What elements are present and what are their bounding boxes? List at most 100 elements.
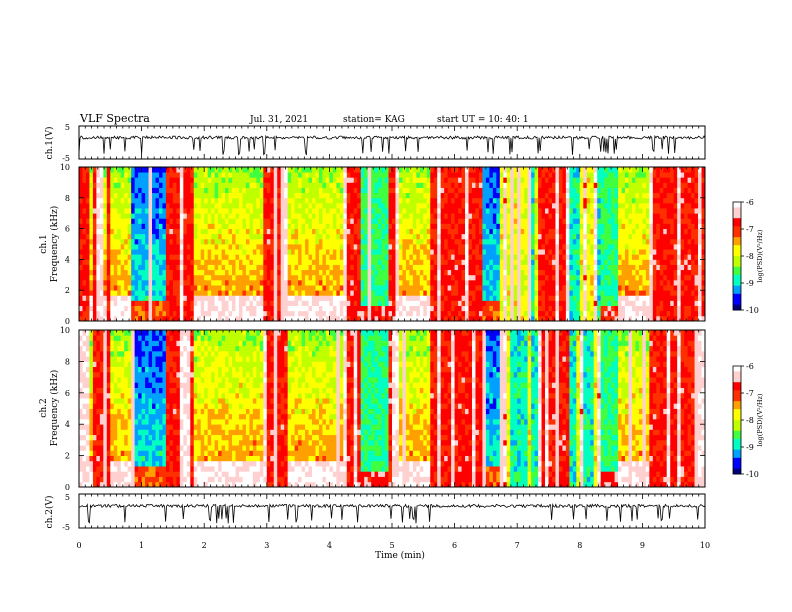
ch1-spectrogram-cell [141,218,146,224]
ch1-spectrogram-cell [266,295,271,301]
ch1-spectrogram-cell [398,228,403,235]
ch1-spectrogram-cell [586,244,591,250]
ch1-spectrogram-cell [510,233,515,240]
ch1-spectrogram-cell [489,295,494,301]
ch1-spectrogram-cell [545,167,549,173]
ch1-spectrogram-cell [138,172,142,178]
ch1-spectrogram-cell [162,197,167,204]
ch1-spectrogram-cell [252,259,257,265]
ch1-spectrogram-cell [106,249,111,255]
ch1-spectrogram-cell [611,218,615,224]
ch1-spectrogram-cell [562,223,567,229]
ch1-spectrogram-cell [412,197,417,204]
ch1-spectrogram-cell [318,244,323,250]
ch1-spectrogram-cell [308,187,313,194]
ch1-spectrogram-cell [117,187,122,194]
ch1-spectrogram-cell [127,182,132,188]
ch1-spectrogram-cell [99,233,104,240]
ch1-spectrogram-cell [301,187,306,194]
ch1-spectrogram-cell [392,269,396,276]
ch1-spectrogram-cell [517,202,522,209]
ch1-spectrogram-cell [562,274,567,281]
ch1-spectrogram-cell [190,202,195,209]
ch1-spectrogram-cell [152,213,156,219]
ch1-spectrogram-cell [520,269,525,276]
ch1-spectrogram-cell [597,310,602,317]
ch1-spectrogram-cell [245,259,250,265]
ch1-spectrogram-cell [423,300,428,306]
ch1-spectrogram-cell [485,187,490,194]
ch1-spectrogram-cell [367,290,372,296]
ch1-spectrogram-cell [235,238,240,245]
ch1-spectrogram-cell [273,167,278,173]
ch1-spectrogram-cell [579,167,584,173]
ch1-spectrogram-cell [305,274,309,281]
ch1-spectrogram-cell [186,305,191,312]
ch1-spectrogram-cell [322,172,327,178]
ch1-spectrogram-cell [565,285,570,291]
ch1-spectrogram-cell [346,192,351,199]
ch1-spectrogram-cell [513,182,518,188]
ch1-spectrogram-cell [625,228,629,235]
ch1-spectrogram-cell [266,192,271,199]
ch1-spectrogram-cell [430,197,435,204]
ch1-spectrogram-cell [381,192,386,199]
ch1-spectrogram-cell [593,274,598,281]
ch1-spectrogram-cell [263,274,268,281]
ch1-spectrogram-cell [374,228,379,235]
ch1-spectrogram-cell [131,244,136,250]
ch1-spectrogram-cell [332,305,337,312]
ch1-spectrogram-cell [385,182,389,188]
ch1-spectrogram-cell [277,177,282,183]
ch1-spectrogram-cell [510,300,515,306]
ch1-spectrogram-cell [471,279,476,286]
ch1-spectrogram-cell [305,228,309,235]
ch1-spectrogram-cell [405,249,410,255]
ch1-spectrogram-cell [158,172,163,178]
ch1-spectrogram-cell [541,244,546,250]
ch1-spectrogram-cell [506,244,511,250]
ch1-spectrogram-cell [179,274,184,281]
ch1-spectrogram-cell [374,187,379,194]
ch1-spectrogram-cell [263,254,268,260]
ch1-spectrogram-cell [343,254,348,260]
ch1-spectrogram-cell [92,228,97,235]
ch1-spectrogram-cell [204,310,209,317]
ch1-spectrogram-cell [360,233,365,240]
ch1-spectrogram-cell [249,172,254,178]
ch1-spectrogram-cell [412,213,417,219]
ch1-spectrogram-cell [134,197,139,204]
ch1-spectrogram-cell [423,192,428,199]
ch1-spectrogram-cell [513,213,518,219]
ch1-spectrogram-cell [211,264,216,271]
ch1-spectrogram-cell [527,228,532,235]
ch1-spectrogram-cell [89,300,94,306]
ch1-spectrogram-cell [395,238,400,245]
ch1-spectrogram-cell [593,285,598,291]
ch1-spectrogram-cell [235,233,240,240]
ch1-spectrogram-cell [611,279,615,286]
ch1-spectrogram-cell [232,269,236,276]
ch1-spectrogram-cell [277,274,282,281]
ch1-spectrogram-cell [631,244,636,250]
ch1-spectrogram-cell [148,305,153,312]
ch1-spectrogram-cell [127,249,132,255]
ch1-spectrogram-cell [503,290,508,296]
ch1-spectrogram-cell [242,202,247,209]
ch1-spectrogram-cell [89,182,94,188]
ch1-spectrogram-cell [211,315,216,322]
ch1-spectrogram-cell [381,295,386,301]
ch1-spectrogram-cell [312,187,316,194]
ch1-spectrogram-cell [388,197,393,204]
ch1-spectrogram-cell [579,285,584,291]
ch1-spectrogram-cell [565,254,570,260]
ch1-spectrogram-cell [315,238,320,245]
ch1-spectrogram-cell [440,305,445,312]
ch1-spectrogram-cell [207,172,212,178]
ch1-spectrogram-cell [402,290,407,296]
ch1-spectrogram-cell [607,233,612,240]
ch1-spectrogram-cell [120,172,125,178]
ch1-spectrogram-cell [597,208,602,214]
ch1-spectrogram-cell [458,223,462,229]
